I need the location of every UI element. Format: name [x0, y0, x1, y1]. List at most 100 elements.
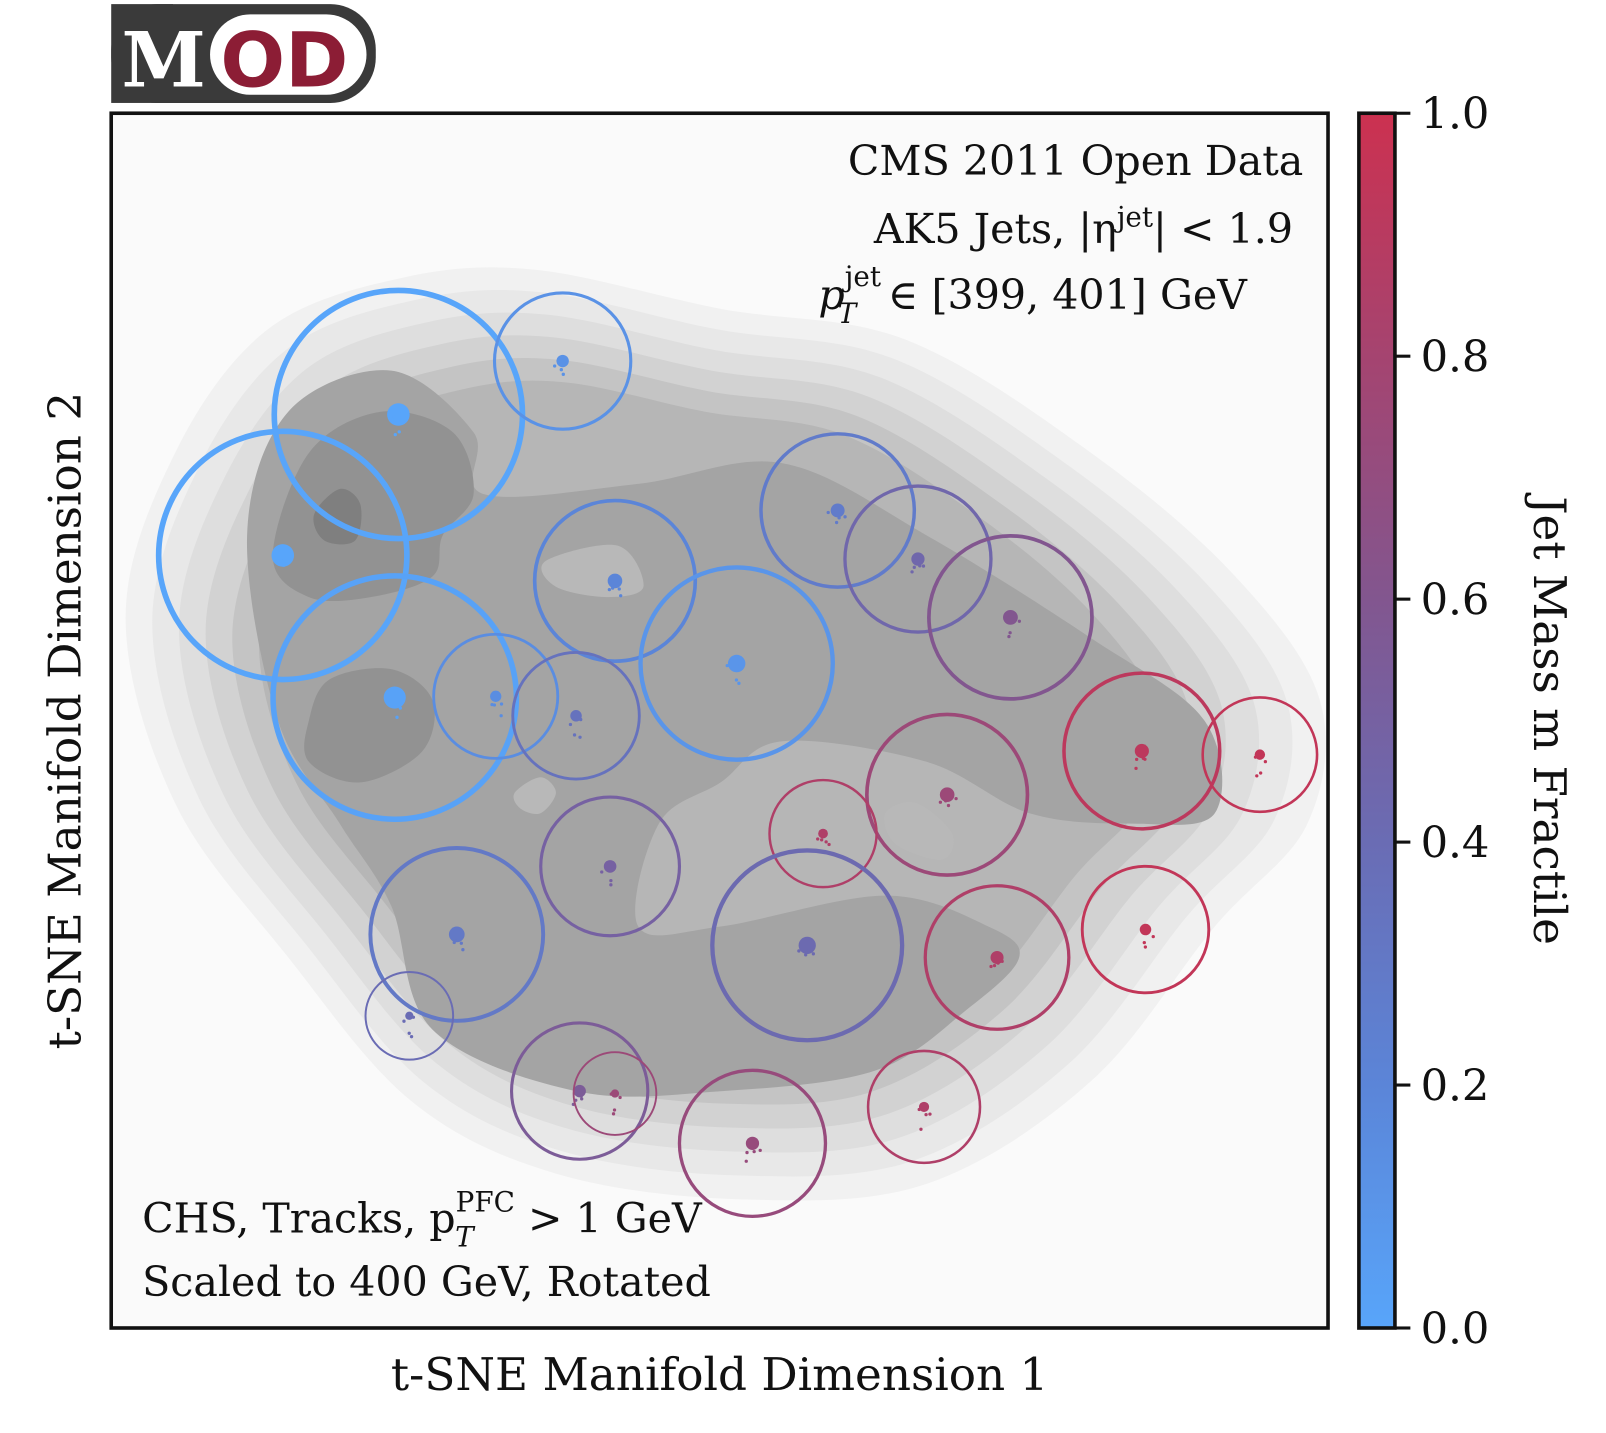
constituent-speck [1151, 934, 1155, 939]
jet-circle [492, 291, 633, 431]
jet-core-dot [798, 936, 816, 954]
jet-circle [509, 1021, 650, 1161]
constituent-speck [989, 964, 993, 969]
constituent-speck [912, 565, 916, 569]
jet-circle [539, 795, 682, 938]
constituent-speck [580, 1097, 584, 1101]
constituent-speck [499, 714, 503, 718]
colorbar-label: Jet Mass m Fractile [1523, 492, 1576, 944]
constituent-speck [745, 1150, 749, 1155]
constituent-speck [600, 870, 604, 874]
constituent-speck [411, 1015, 416, 1019]
jet-core-dot [405, 1011, 414, 1020]
jet-core-dot [603, 860, 617, 873]
y-axis-label: t-SNE Manifold Dimension 2 [38, 392, 91, 1050]
constituent-speck [1017, 619, 1022, 623]
density-contour-level [246, 370, 1223, 1097]
constituent-speck [399, 412, 403, 417]
constituent-speck [391, 701, 396, 705]
scatter-point [866, 1049, 982, 1165]
colorbar-tick-label: 0.2 [1421, 1061, 1490, 1111]
jet-circle [843, 484, 993, 634]
constituent-speck [609, 1092, 613, 1096]
jet-circle [638, 565, 835, 762]
jet-circle [1080, 864, 1211, 995]
constituent-speck [924, 1113, 928, 1117]
constituent-speck [744, 1159, 748, 1163]
jet-circle [368, 846, 546, 1023]
jet-core-dot [570, 710, 582, 722]
constituent-speck [734, 678, 739, 682]
constituent-speck [919, 1127, 923, 1131]
constituent-speck [499, 702, 504, 706]
constituent-speck [1255, 774, 1259, 778]
annotation-jets: AK5 Jets, |ηjet| < 1.9 [873, 200, 1293, 252]
constituent-speck [1253, 755, 1258, 759]
jet-core-dot [490, 690, 502, 702]
jet-core-dot [383, 686, 406, 709]
constituent-speck [954, 797, 958, 801]
colorbar-gradient [1357, 111, 1397, 1330]
constituent-speck [918, 564, 922, 568]
plot-frame [109, 111, 1330, 1330]
annotation-constituents: CHS, Tracks, pPFC T > 1 GeV [142, 1186, 703, 1254]
scatter-point [1062, 671, 1222, 831]
jet-circle [710, 848, 905, 1043]
constituent-speck [910, 570, 914, 574]
scatter-point [492, 291, 633, 431]
scatter-point [364, 971, 455, 1061]
constituent-speck [737, 681, 741, 685]
jet-core-dot [573, 1084, 586, 1098]
jet-circle [1062, 671, 1222, 831]
constituent-speck [279, 559, 284, 563]
jet-core-dot [610, 1089, 620, 1098]
jet-core-dot [918, 1101, 930, 1112]
scatter-point [155, 428, 410, 683]
constituent-speck [827, 842, 831, 847]
colorbar: 0.0 0.2 0.4 0.6 0.8 1.0 Jet Mass m Fractile [1357, 90, 1576, 1354]
jet-circle [511, 651, 641, 781]
constituent-speck [797, 949, 801, 953]
annotation-pt-range: pjet T ∈ [399, 401] GeV [818, 260, 1248, 330]
constituent-speck [807, 948, 811, 952]
jet-circle [923, 884, 1071, 1031]
constituent-speck [938, 800, 943, 804]
jet-circle [927, 533, 1094, 701]
scatter-point [509, 1021, 650, 1161]
constituent-speck [563, 359, 567, 363]
colorbar-tick-label: 0.4 [1421, 819, 1490, 869]
constituent-speck [407, 1031, 411, 1035]
jet-circle [432, 632, 560, 760]
constituent-speck [1142, 940, 1146, 945]
constituent-speck [917, 1107, 921, 1112]
constituent-speck [611, 864, 615, 869]
constituent-speck [285, 561, 289, 566]
jet-core-dot [745, 1136, 760, 1150]
jet-circle [759, 432, 917, 589]
constituent-speck [928, 1112, 932, 1116]
jet-circle [865, 712, 1030, 877]
constituent-speck [843, 515, 847, 519]
jet-core-dot [1139, 923, 1152, 936]
jet-circle [1201, 696, 1319, 814]
scatter-point [572, 1051, 658, 1136]
jet-core-dot [911, 552, 925, 566]
constituent-speck [738, 663, 742, 667]
constituent-speck [397, 430, 401, 434]
colorbar-tick-label: 1.0 [1421, 90, 1490, 140]
constituent-speck [619, 594, 623, 598]
constituent-speck [758, 1148, 762, 1153]
constituent-speck [392, 415, 397, 419]
constituent-speck [1141, 928, 1145, 932]
scatter-point [539, 795, 682, 938]
constituent-speck [274, 560, 278, 564]
constituent-speck [617, 587, 621, 591]
jet-circle [572, 1051, 658, 1136]
colorbar-tick-label: 0.0 [1421, 1304, 1490, 1354]
scatter-point [368, 846, 546, 1023]
constituent-speck [572, 733, 577, 737]
constituent-speck [921, 564, 926, 568]
constituent-speck [1000, 959, 1004, 964]
constituent-speck [1141, 756, 1145, 761]
